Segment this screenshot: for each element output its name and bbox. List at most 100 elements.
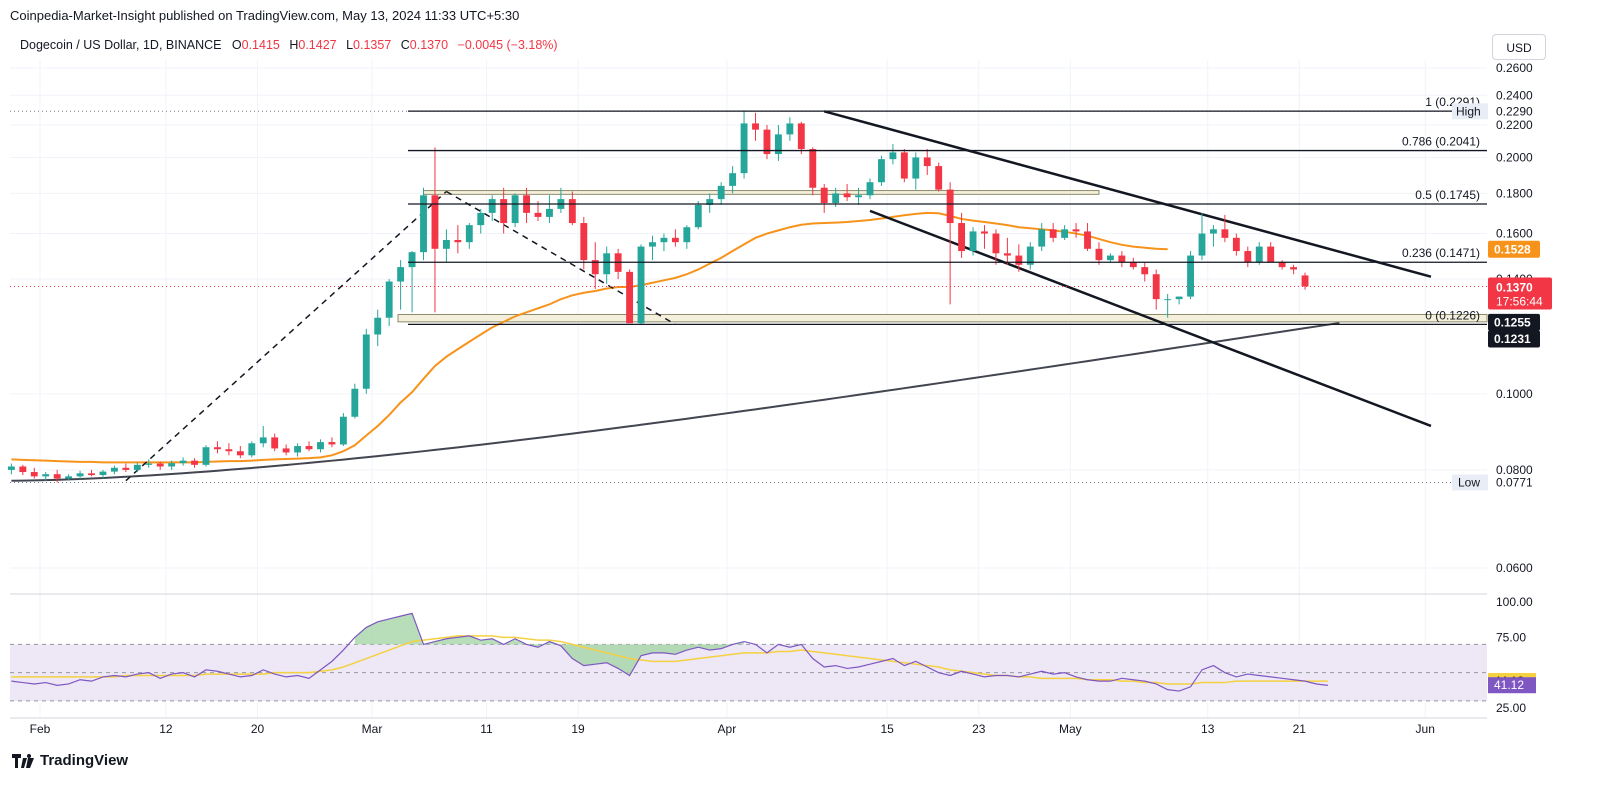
zones [397,190,1488,323]
currency-button[interactable]: USD [1492,34,1546,60]
candle-body [717,185,725,200]
candle-body [122,467,130,470]
candles [7,111,1309,483]
candle-body [339,416,347,445]
candle-body [294,446,302,453]
x-tick-label: 15 [880,722,894,736]
candle-body [1187,255,1194,297]
candle-body [236,451,244,456]
candle-body [19,466,27,473]
ema50-value-tag-bg [1488,240,1540,258]
y-tick-label: 0.1000 [1496,387,1533,401]
candle-body [694,204,702,228]
candle-body [786,123,794,135]
y-tick-label: 0.2000 [1496,150,1533,164]
close-label: C [400,38,410,52]
low-label: L [346,38,354,52]
candle-body [591,260,599,275]
candle-body [397,267,405,282]
x-tick-label: May [1059,722,1082,736]
candle-body [889,152,897,160]
candle-body [774,134,782,155]
candle-body [660,237,668,243]
low-value-label: 0.0771 [1496,475,1533,489]
candle-body [1129,262,1137,268]
candle-body [42,474,50,477]
candle-body [671,237,679,243]
y-tick-label: 0.0800 [1496,463,1533,477]
last-price-bg [1488,277,1552,310]
candle-body [923,157,931,167]
ma200-value-tag-bg [1488,330,1540,348]
candle-body [797,123,805,150]
candle-body [706,199,714,205]
candle-body [1072,229,1080,232]
candle-body [191,460,198,465]
x-tick-label: 12 [159,722,173,736]
x-tick-label: Apr [718,722,737,736]
candle-body [1278,262,1286,268]
candle-body [374,317,382,335]
candle-body [225,449,233,452]
candle-body [992,233,1000,254]
axes: 0.26000.24000.22000.20000.18000.16000.14… [10,61,1533,736]
close-value: 0.1370 [409,38,449,52]
ma200-line [11,321,1340,482]
candle-body [1049,229,1057,238]
candle-body [53,474,61,479]
tradingview-brand: TradingView [40,752,129,769]
candle-body [878,159,885,183]
rsi-tag: 41.12 [1494,678,1524,692]
x-tick-label: 23 [972,722,986,736]
candle-body [282,448,290,453]
last-price-countdown: 17:56:44 [1496,294,1543,308]
high-label: H [289,38,299,52]
candle-body [99,471,107,476]
candle-body [603,253,611,275]
open-value: 0.1415 [241,38,280,52]
candle-body [1141,267,1149,275]
y-tick-label: 0.2200 [1496,118,1533,132]
high-value-label: 0.2290 [1496,104,1533,118]
candle-body [1118,255,1126,263]
y-tick-label: 0.2400 [1496,88,1533,102]
publisher-caption: Coinpedia-Market-Insight published on Tr… [10,8,520,23]
candle-body [271,437,279,449]
channel-upper-line [823,110,1432,278]
candle-body [752,123,759,130]
candle-body [1175,296,1183,300]
candle-body [305,446,313,450]
candle-body [1152,274,1160,300]
fib-zero-tag-bg [1488,313,1540,331]
candle-body [969,231,977,252]
candle-body [580,223,588,261]
candle-body [477,212,485,226]
moving-averages [11,211,1340,482]
fib-level-label: 0 (0.1226) [1425,308,1480,322]
candle-body [465,225,473,243]
candle-body [1095,248,1103,261]
candle-body [488,199,496,213]
candle-body [546,208,553,217]
candle-body [88,473,95,476]
tradingview-logo[interactable]: TradingView [12,752,128,769]
high-tag: High [1456,104,1481,118]
candle-body [30,472,38,477]
swing-up-dashed-line [125,190,447,482]
candle-body [1232,237,1240,252]
rsi-y-tick-label: 25.00 [1496,701,1526,715]
ema50-value-tag: 0.1528 [1494,242,1531,256]
candle-body [866,182,874,196]
x-tick-label: Feb [30,722,51,736]
x-tick-label: 19 [571,722,585,736]
candle-body [442,240,450,249]
trend-drawings [10,110,1487,483]
y-tick-label: 0.1600 [1496,227,1533,241]
symbol-legend: Dogecoin / US Dollar, 1D, BINANCE O0.141… [20,38,564,52]
candle-body [900,152,908,179]
candle-body [1015,255,1023,265]
x-tick-label: 21 [1293,722,1307,736]
fib-level-label: 0.5 (0.1745) [1415,188,1480,202]
x-tick-label: 20 [251,722,265,736]
